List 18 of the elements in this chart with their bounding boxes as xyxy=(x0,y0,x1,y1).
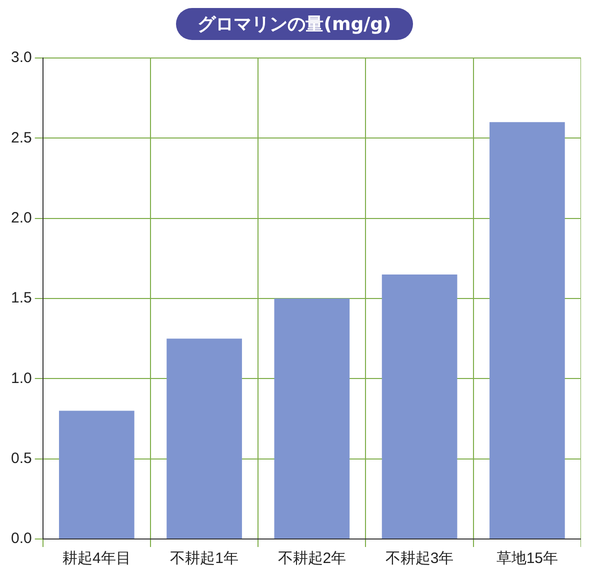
x-tick-label: 耕起4年目 xyxy=(62,550,131,568)
y-tick-label: 2.0 xyxy=(10,209,32,226)
bar xyxy=(58,410,134,538)
y-tick-label: 2.5 xyxy=(10,129,32,146)
chart-title: グロマリンの量(mg/g) xyxy=(176,8,414,40)
y-tick-label: 1.5 xyxy=(10,290,32,307)
bar xyxy=(166,338,242,538)
y-tick-label: 0.0 xyxy=(10,530,32,548)
y-tick-label: 3.0 xyxy=(10,49,32,66)
y-tick-label: 1.0 xyxy=(10,370,32,387)
bar xyxy=(382,274,458,538)
y-tick-label: 0.5 xyxy=(10,450,32,467)
x-tick-label: 草地15年 xyxy=(496,550,558,568)
bar xyxy=(274,298,350,538)
x-tick-label: 不耕起1年 xyxy=(170,550,238,568)
x-tick-label: 不耕起2年 xyxy=(278,550,346,568)
x-tick-label: 不耕起3年 xyxy=(385,550,454,568)
bar xyxy=(490,122,565,538)
